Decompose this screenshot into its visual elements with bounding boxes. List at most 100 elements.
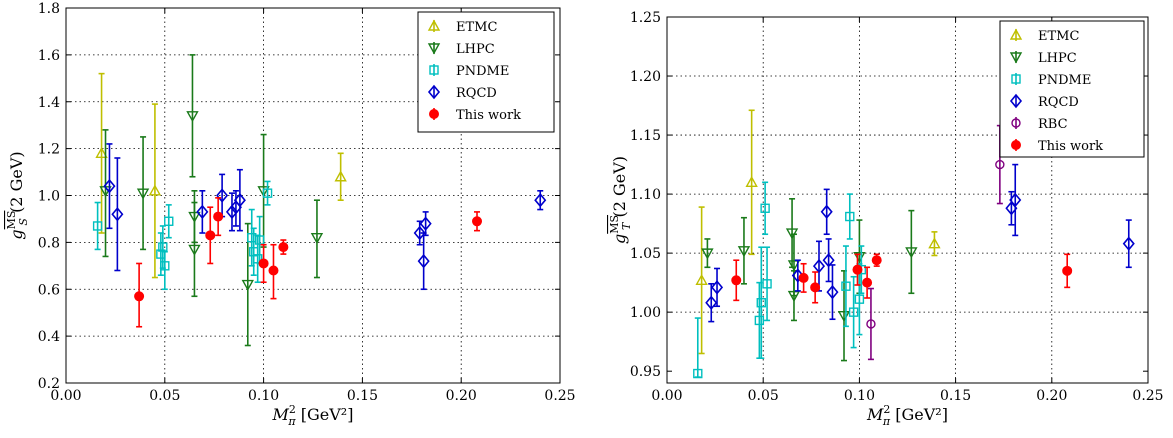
data-point: [812, 258, 826, 274]
chart-panel-1: 0.00 0.05 0.10 0.15 0.20 0.25 0.2 0.4 0.6 0.8 1.0 1…: [5, 1, 576, 428]
data-point: [134, 291, 145, 302]
data-point: [268, 265, 279, 276]
legend-label: ETMC: [1038, 29, 1079, 44]
data-point: [820, 204, 833, 220]
legend-label: This work: [1038, 139, 1103, 154]
legend-marker: [1009, 52, 1023, 64]
data-point: [262, 188, 273, 198]
data-point: [534, 192, 547, 208]
legend-marker: [1009, 93, 1023, 109]
legend-label: LHPC: [456, 42, 495, 57]
legend-marker: [1011, 118, 1021, 128]
plot-frame: [65, 7, 561, 384]
data-point: [196, 204, 209, 220]
series-this-work: [731, 253, 1073, 304]
data-point: [419, 216, 432, 231]
data-point: [731, 275, 742, 286]
data-point: [278, 242, 289, 253]
x-tick-label: 0.20: [446, 388, 477, 404]
data-point: [205, 230, 216, 241]
data-point: [92, 221, 103, 231]
data-point: [254, 235, 265, 245]
data-point: [213, 211, 224, 222]
x-tick-label: 0.05: [149, 388, 180, 404]
data-point: [737, 246, 751, 258]
data-point: [1062, 265, 1073, 276]
data-point: [822, 252, 835, 268]
data-point: [417, 253, 430, 269]
data-point: [148, 184, 162, 196]
y-tick-label: 0.95: [630, 364, 661, 380]
legend-label: PNDME: [1038, 73, 1091, 88]
legend: ETMC LHPC PNDME RQCD This work: [417, 11, 555, 133]
data-point: [258, 258, 269, 269]
data-point: [787, 260, 801, 272]
y-tick-label: 1.00: [630, 305, 661, 321]
data-point: [826, 284, 839, 300]
x-axis-label: M2 π [GeV²]: [866, 403, 948, 428]
data-point: [95, 146, 108, 159]
data-point: [845, 211, 855, 222]
y-tick-label: 0.4: [38, 329, 60, 345]
data-point: [810, 282, 821, 293]
y-tick-label: 0.2: [38, 376, 60, 392]
data-point: [762, 279, 772, 289]
x-tick-label: 0.15: [940, 388, 971, 404]
data-point: [754, 315, 765, 326]
data-point: [188, 244, 201, 256]
x-tick-label: 0.00: [651, 388, 682, 404]
chart-panel-2: 0.00 0.05 0.10 0.15 0.20 0.25 0.95 1.00 1.05 1.10…: [608, 10, 1164, 428]
data-point: [334, 170, 347, 182]
data-point: [216, 188, 229, 203]
legend-label: PNDME: [456, 64, 509, 79]
y-tick-label: 1.6: [38, 48, 60, 64]
data-point: [787, 290, 801, 303]
data-point: [1122, 236, 1135, 251]
y-tick-label: 1.0: [38, 189, 60, 205]
data-point: [160, 261, 170, 271]
series-rbc: [866, 124, 1005, 361]
series-rqcd: [705, 163, 1135, 323]
data-point: [866, 319, 876, 329]
data-point: [928, 237, 941, 249]
data-point: [705, 295, 718, 310]
legend-box: [999, 20, 1145, 158]
legend-marker: [429, 65, 439, 75]
series-etmc: [95, 72, 347, 279]
series-pndme: [92, 180, 273, 291]
legend-label: This work: [456, 108, 521, 123]
data-point: [871, 255, 882, 266]
legend-marker: [427, 84, 441, 100]
data-point: [760, 203, 770, 213]
data-point: [862, 277, 873, 288]
y-axis-label: gMST (2 GeV): [608, 156, 633, 244]
y-tick-label: 0.6: [38, 282, 60, 298]
y-tick-label: 1.25: [630, 10, 661, 26]
series-pndme: [693, 181, 867, 379]
data-point: [695, 273, 708, 285]
legend-marker: [427, 19, 441, 31]
data-point: [848, 307, 859, 317]
data-point: [164, 216, 174, 226]
x-tick-label: 0.15: [347, 388, 378, 404]
data-point: [701, 248, 714, 260]
legend-marker: [1009, 28, 1023, 40]
data-point: [257, 186, 270, 198]
data-point: [905, 247, 918, 259]
x-tick-label: 0.10: [844, 388, 875, 404]
series-lhpc: [99, 54, 324, 347]
data-point: [136, 188, 150, 200]
data-point: [710, 280, 724, 295]
legend: ETMC LHPC PNDME RQCD RBC This work: [999, 20, 1145, 158]
x-tick-label: 0.10: [248, 388, 279, 404]
data-point: [472, 216, 483, 227]
y-tick-label: 1.2: [38, 142, 60, 158]
x-tick-label: 0.20: [1036, 388, 1067, 404]
data-point: [310, 232, 324, 245]
y-tick-label: 1.05: [630, 246, 661, 262]
plot-frame: [666, 16, 1149, 384]
data-point: [241, 279, 254, 292]
x-axis-label: M2 π [GeV²]: [272, 403, 354, 428]
